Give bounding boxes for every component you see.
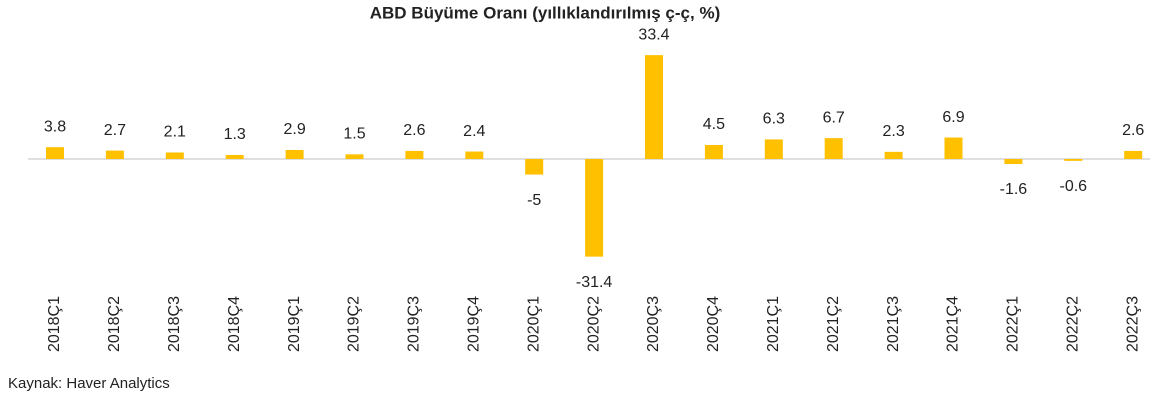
x-tick-label: 2019Ç4 [466,296,483,352]
x-tick-label: 2020Ç3 [645,296,662,352]
bar [944,137,963,159]
x-tick-label: 2019Ç2 [346,296,363,352]
x-tick-label: 2022Ç3 [1124,296,1141,352]
x-tick-label: 2019Ç3 [406,296,423,352]
x-tick-label: 2022Ç2 [1065,296,1082,352]
x-tick-label: 2020Ç4 [705,296,722,352]
bar [345,154,364,159]
bar [884,151,903,159]
value-label: 1.3 [224,126,246,143]
bar [764,139,783,159]
x-tick-label: 2021Ç1 [765,296,782,352]
bar [645,55,663,159]
value-label: 2.9 [283,121,305,138]
value-label: -5 [527,192,541,209]
x-tick-label: 2021Ç2 [825,296,842,352]
value-label: -0.6 [1060,178,1088,195]
source-note: Kaynak: Haver Analytics [8,375,170,392]
x-tick-label: 2020Ç1 [525,296,542,352]
value-label: 4.5 [703,116,725,133]
bar [824,138,843,159]
x-tick-label: 2021Ç3 [885,296,902,352]
bar [1124,150,1143,159]
bar [525,159,544,175]
value-label: 6.3 [763,111,785,128]
value-label: 3.8 [44,118,66,135]
value-label: 2.1 [164,124,186,141]
value-label: -1.6 [1000,181,1028,198]
bar [1064,159,1083,161]
bar [585,159,604,257]
bar [285,149,304,159]
x-tick-label: 2018Ç4 [226,296,243,352]
x-tick-label: 2021Ç4 [945,296,962,352]
value-label: 2.4 [463,123,485,140]
x-tick-label: 2019Ç1 [286,296,303,352]
value-label: 1.5 [343,126,365,143]
value-label: 2.6 [403,122,425,139]
value-label: 2.3 [882,123,904,140]
bar [225,154,244,159]
x-tick-label: 2018Ç1 [46,296,63,352]
bar [704,145,723,159]
bar [405,150,424,159]
x-tick-label: 2018Ç3 [166,296,183,352]
chart-title: ABD Büyüme Oranı (yıllıklandırılmış ç-ç,… [370,3,720,22]
x-tick-label: 2022Ç1 [1005,296,1022,352]
value-label: 2.6 [1122,122,1144,139]
bar [46,147,64,159]
x-tick-label: 2018Ç2 [106,296,123,352]
value-label: 6.9 [942,109,964,126]
bar [465,151,484,159]
value-label: 6.7 [823,109,845,126]
bar [1004,159,1023,164]
bar [165,152,184,159]
value-label: 2.7 [104,122,126,139]
bar [105,150,124,159]
x-tick-label: 2020Ç2 [585,296,602,352]
value-label: 33.4 [638,26,669,43]
value-label: -31.4 [576,274,613,291]
